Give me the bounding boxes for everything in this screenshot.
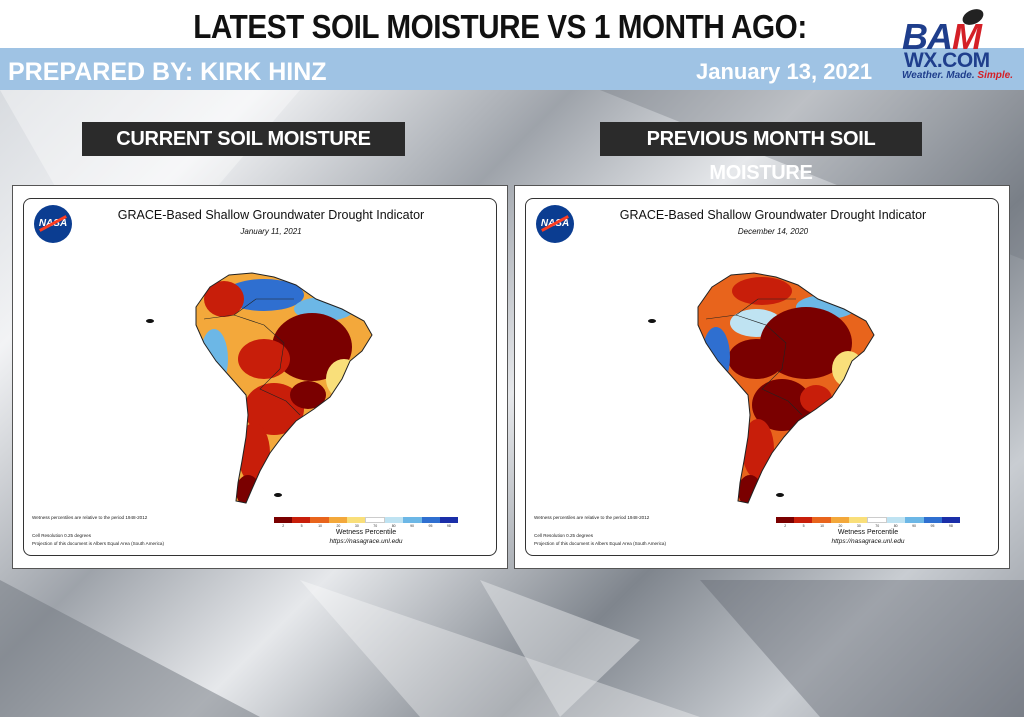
note-resolution: Cell Resolution 0.25 degrees: [534, 533, 593, 538]
legend-swatch: [292, 517, 311, 523]
prepared-by-label: PREPARED BY: KIRK HINZ: [8, 58, 327, 86]
note-period: Wetness percentiles are relative to the …: [534, 515, 650, 520]
legend-tick-label: 20: [838, 524, 843, 528]
legend-tick-label: 5: [802, 524, 805, 528]
legend-tick-label: 10: [318, 524, 322, 528]
legend-swatch: [905, 517, 924, 523]
map-title: GRACE-Based Shallow Groundwater Drought …: [619, 208, 927, 222]
date-label: January 13, 2021: [696, 59, 873, 84]
legend-tick-label: 2: [784, 524, 787, 528]
legend-swatch: [830, 517, 849, 523]
legend-tick-label: 5: [300, 524, 303, 528]
legend-swatch: [867, 517, 888, 523]
legend-label: Wetness Percentile: [335, 529, 397, 536]
note-projection: Projection of this document is Albers Eq…: [534, 541, 667, 546]
legend-swatch: [812, 517, 831, 523]
map-date: December 14, 2020: [737, 227, 809, 236]
legend-swatch: [887, 517, 906, 523]
wetness-legend-bar: [776, 517, 961, 523]
legend-tick-label: 98: [948, 524, 953, 528]
legend-tick-label: 30: [856, 524, 861, 528]
legend-swatch: [439, 517, 459, 523]
legend-tick-label: 70: [875, 524, 880, 528]
legend-swatch: [923, 517, 942, 523]
current-soil-moisture-label: CURRENT SOIL MOISTURE: [82, 122, 405, 156]
header-band: [0, 48, 1024, 90]
legend-tick-label: 95: [428, 524, 433, 528]
legend-tick-label: 90: [912, 524, 916, 528]
wetness-legend-bar: [274, 517, 459, 523]
legend-tick-label: 95: [930, 524, 935, 528]
current-map-panel: NASA GRACE-Based Shallow Groundwater Dro…: [12, 185, 508, 569]
map-date: January 11, 2021: [240, 227, 302, 236]
legend-tick-label: 90: [410, 524, 414, 528]
legend-tick-label: 98: [446, 524, 451, 528]
legend-label: Wetness Percentile: [837, 529, 899, 536]
bamwx-logo: BAM WX.COM Weather. Made. Simple.: [900, 3, 1020, 82]
south-america-drought-map: [146, 272, 373, 504]
logo-domain: WX.COM: [904, 49, 990, 72]
wetness-legend-ticks: 2 5 10 20 30 70 80 90 95 98: [274, 524, 458, 528]
legend-swatch: [776, 517, 795, 523]
map-frame: NASA GRACE-Based Shallow Groundwater Dro…: [525, 198, 999, 556]
legend-swatch: [385, 517, 404, 523]
legend-url: https://nasagrace.unl.edu: [329, 538, 403, 545]
previous-map-panel: NASA GRACE-Based Shallow Groundwater Dro…: [514, 185, 1010, 569]
legend-swatch: [274, 517, 293, 523]
legend-tick-label: 10: [820, 524, 824, 528]
logo-text: BAM: [902, 16, 982, 57]
map-title: GRACE-Based Shallow Groundwater Drought …: [117, 208, 425, 222]
note-period: Wetness percentiles are relative to the …: [32, 515, 148, 520]
legend-swatch: [421, 517, 440, 523]
note-projection: Projection of this document is Albers Eq…: [32, 541, 165, 546]
logo-tagline: Weather. Made. Simple.: [902, 70, 1013, 81]
legend-swatch: [941, 517, 961, 523]
legend-swatch: [346, 517, 366, 523]
legend-swatch: [794, 517, 813, 523]
legend-tick-label: 80: [391, 524, 396, 528]
nasa-logo-icon: NASA: [536, 205, 574, 243]
legend-swatch: [365, 517, 386, 523]
map-frame: NASA GRACE-Based Shallow Groundwater Dro…: [23, 198, 497, 556]
legend-swatch: [328, 517, 347, 523]
note-resolution: Cell Resolution 0.25 degrees: [32, 533, 91, 538]
page-title: LATEST SOIL MOISTURE VS 1 MONTH AGO:: [193, 8, 807, 45]
legend-swatch: [848, 517, 868, 523]
legend-tick-label: 20: [336, 524, 341, 528]
legend-swatch: [310, 517, 329, 523]
legend-tick-label: 80: [893, 524, 898, 528]
legend-tick-label: 30: [354, 524, 359, 528]
legend-tick-label: 2: [282, 524, 285, 528]
previous-soil-moisture-label: PREVIOUS MONTH SOIL MOISTURE: [600, 122, 922, 184]
legend-swatch: [403, 517, 422, 523]
wetness-legend-ticks: 2 5 10 20 30 70 80 90 95 98: [776, 524, 960, 528]
nasa-logo-icon: NASA: [34, 205, 72, 243]
legend-url: https://nasagrace.unl.edu: [831, 538, 905, 545]
legend-tick-label: 70: [373, 524, 378, 528]
south-america-drought-map: [648, 272, 875, 504]
